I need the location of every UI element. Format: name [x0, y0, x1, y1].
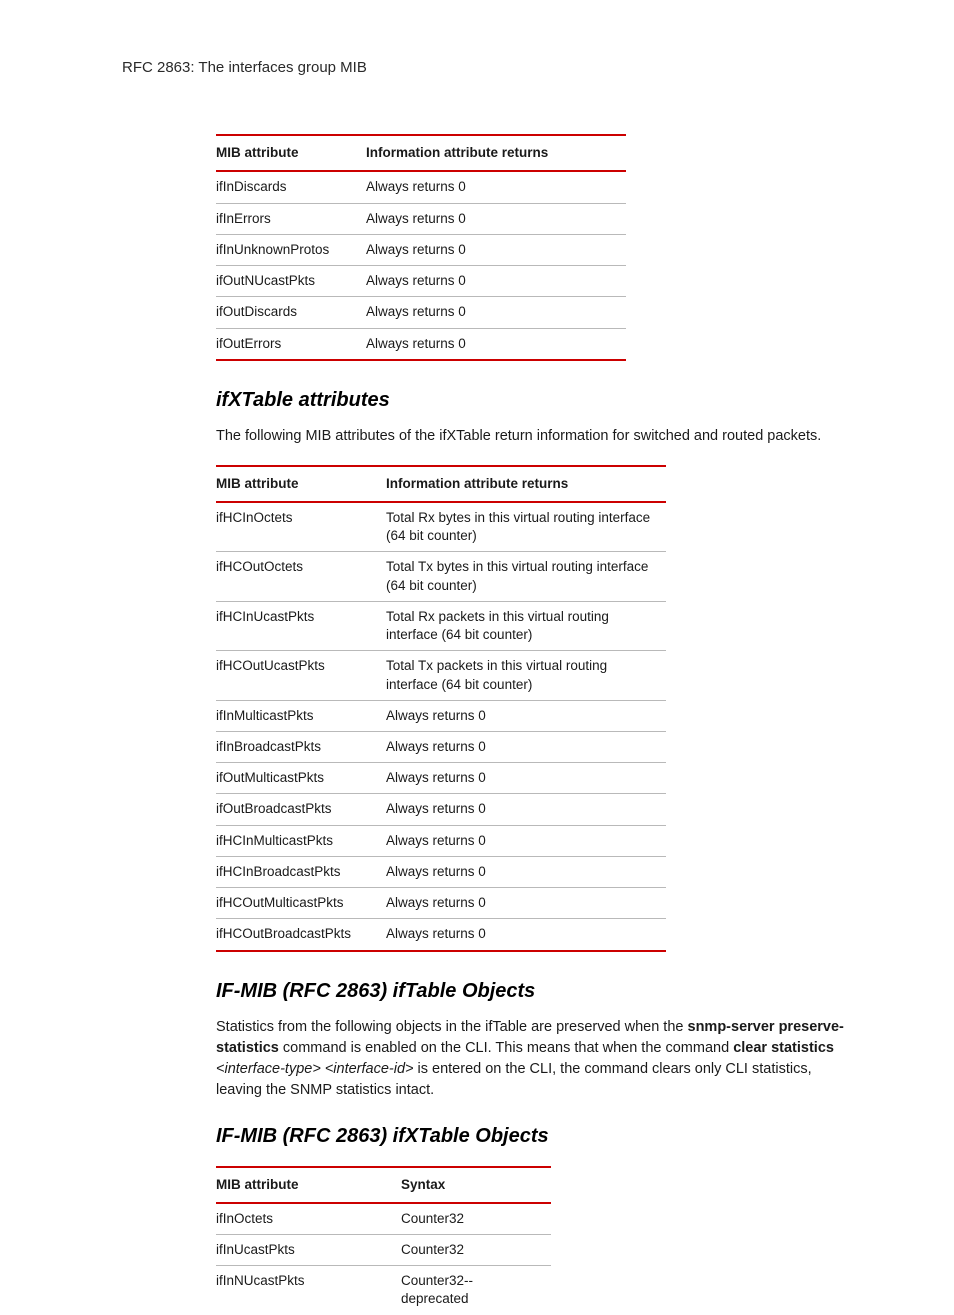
table-cell: ifInNUcastPkts [216, 1266, 401, 1315]
table-row: ifInDiscardsAlways returns 0 [216, 171, 626, 203]
table-cell: Always returns 0 [366, 266, 626, 297]
table-row: ifHCOutUcastPktsTotal Tx packets in this… [216, 651, 666, 700]
col-header-info: Information attribute returns [366, 135, 626, 171]
col-header-mib-attr: MIB attribute [216, 1167, 401, 1203]
table-row: ifOutMulticastPktsAlways returns 0 [216, 763, 666, 794]
table-cell: ifInErrors [216, 203, 366, 234]
heading-ifxtable-attrs: ifXTable attributes [216, 387, 854, 414]
table-row: ifInUcastPktsCounter32 [216, 1235, 551, 1266]
table-cell: ifHCOutMulticastPkts [216, 888, 386, 919]
table3-body: ifInOctetsCounter32ifInUcastPktsCounter3… [216, 1203, 551, 1315]
table-row: ifHCOutOctetsTotal Tx bytes in this virt… [216, 552, 666, 601]
table-cell: Always returns 0 [386, 763, 666, 794]
table-row: ifInBroadcastPktsAlways returns 0 [216, 731, 666, 762]
table-cell: ifInOctets [216, 1203, 401, 1235]
table-cell: Total Tx packets in this virtual routing… [386, 651, 666, 700]
cmd-clear-stats: clear statistics [733, 1040, 834, 1056]
table-cell: Counter32 [401, 1203, 551, 1235]
table-cell: Counter32-- deprecated [401, 1266, 551, 1315]
para-iftable-objects: Statistics from the following objects in… [216, 1017, 854, 1101]
col-header-info: Information attribute returns [386, 466, 666, 502]
table-cell: Always returns 0 [366, 297, 626, 328]
table-cell: Total Rx packets in this virtual routing… [386, 601, 666, 650]
table-cell: ifOutNUcastPkts [216, 266, 366, 297]
text: Statistics from the following objects in… [216, 1019, 688, 1035]
table-cell: Always returns 0 [386, 794, 666, 825]
mib-table-3: MIB attribute Syntax ifInOctetsCounter32… [216, 1166, 551, 1315]
table-cell: Always returns 0 [386, 700, 666, 731]
table-row: ifOutBroadcastPktsAlways returns 0 [216, 794, 666, 825]
table-cell: Always returns 0 [386, 856, 666, 887]
table-cell: Always returns 0 [386, 888, 666, 919]
table-cell: ifHCInOctets [216, 502, 386, 552]
table-row: ifHCOutBroadcastPktsAlways returns 0 [216, 919, 666, 951]
text: command is enabled on the CLI. This mean… [279, 1040, 733, 1056]
table-row: ifHCOutMulticastPktsAlways returns 0 [216, 888, 666, 919]
heading-ifxtable-objects: IF-MIB (RFC 2863) ifXTable Objects [216, 1123, 854, 1150]
table1-body: ifInDiscardsAlways returns 0ifInErrorsAl… [216, 171, 626, 359]
table-cell: ifHCInMulticastPkts [216, 825, 386, 856]
table-row: ifInOctetsCounter32 [216, 1203, 551, 1235]
table-cell: Always returns 0 [386, 919, 666, 951]
table-row: ifOutErrorsAlways returns 0 [216, 328, 626, 360]
table-cell: Counter32 [401, 1235, 551, 1266]
table-cell: Total Tx bytes in this virtual routing i… [386, 552, 666, 601]
table-row: ifHCInBroadcastPktsAlways returns 0 [216, 856, 666, 887]
table-cell: ifHCOutOctets [216, 552, 386, 601]
table-cell: Always returns 0 [366, 234, 626, 265]
table-cell: ifOutDiscards [216, 297, 366, 328]
running-header: RFC 2863: The interfaces group MIB [122, 58, 854, 78]
table-cell: ifHCOutBroadcastPkts [216, 919, 386, 951]
table-cell: ifHCOutUcastPkts [216, 651, 386, 700]
cmd-args: <interface-type> <interface-id> [216, 1061, 413, 1077]
page: RFC 2863: The interfaces group MIB MIB a… [0, 0, 954, 1235]
col-header-syntax: Syntax [401, 1167, 551, 1203]
table-cell: ifOutErrors [216, 328, 366, 360]
table-row: ifInUnknownProtosAlways returns 0 [216, 234, 626, 265]
table-cell: ifInUnknownProtos [216, 234, 366, 265]
table-row: ifInMulticastPktsAlways returns 0 [216, 700, 666, 731]
table-row: ifOutDiscardsAlways returns 0 [216, 297, 626, 328]
mib-table-1: MIB attribute Information attribute retu… [216, 134, 626, 361]
table-cell: ifInBroadcastPkts [216, 731, 386, 762]
col-header-mib-attr: MIB attribute [216, 135, 366, 171]
table-cell: Always returns 0 [366, 203, 626, 234]
table-row: ifOutNUcastPktsAlways returns 0 [216, 266, 626, 297]
table-cell: Total Rx bytes in this virtual routing i… [386, 502, 666, 552]
para-ifxtable-intro: The following MIB attributes of the ifXT… [216, 426, 854, 447]
table-cell: Always returns 0 [386, 731, 666, 762]
table-cell: ifInMulticastPkts [216, 700, 386, 731]
table-row: ifHCInOctetsTotal Rx bytes in this virtu… [216, 502, 666, 552]
table2-body: ifHCInOctetsTotal Rx bytes in this virtu… [216, 502, 666, 951]
table-cell: Always returns 0 [386, 825, 666, 856]
table-cell: ifOutBroadcastPkts [216, 794, 386, 825]
table-row: ifHCInMulticastPktsAlways returns 0 [216, 825, 666, 856]
mib-table-2: MIB attribute Information attribute retu… [216, 465, 666, 952]
table-row: ifInNUcastPktsCounter32-- deprecated [216, 1266, 551, 1315]
table-cell: ifInUcastPkts [216, 1235, 401, 1266]
table-cell: Always returns 0 [366, 171, 626, 203]
heading-iftable-objects: IF-MIB (RFC 2863) ifTable Objects [216, 978, 854, 1005]
col-header-mib-attr: MIB attribute [216, 466, 386, 502]
table-row: ifHCInUcastPktsTotal Rx packets in this … [216, 601, 666, 650]
table-cell: ifOutMulticastPkts [216, 763, 386, 794]
table-cell: Always returns 0 [366, 328, 626, 360]
table-cell: ifHCInUcastPkts [216, 601, 386, 650]
table-row: ifInErrorsAlways returns 0 [216, 203, 626, 234]
table-cell: ifInDiscards [216, 171, 366, 203]
table-cell: ifHCInBroadcastPkts [216, 856, 386, 887]
